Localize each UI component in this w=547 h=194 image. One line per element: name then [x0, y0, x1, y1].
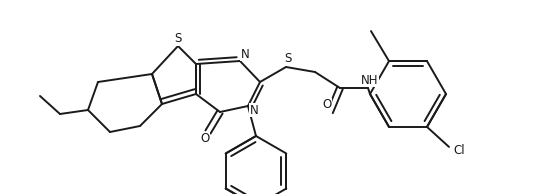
Text: Cl: Cl — [453, 144, 465, 157]
Text: O: O — [200, 133, 210, 146]
Text: NH: NH — [361, 74, 379, 87]
Text: N: N — [249, 104, 258, 117]
Text: S: S — [284, 51, 292, 64]
Text: S: S — [174, 33, 182, 46]
Text: N: N — [241, 48, 249, 61]
Text: O: O — [322, 99, 331, 112]
